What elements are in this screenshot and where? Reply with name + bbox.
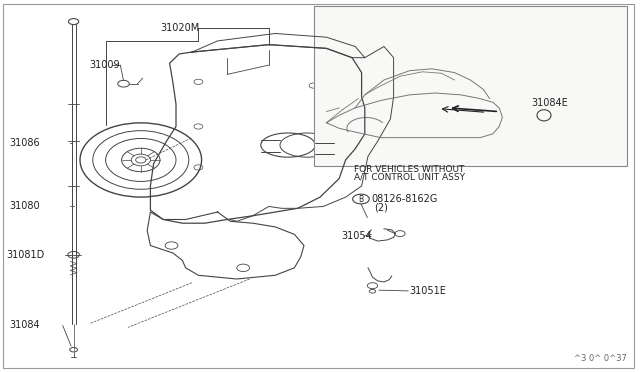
Text: 08126-8162G: 08126-8162G [371, 194, 438, 204]
Text: 31009: 31009 [90, 60, 120, 70]
Text: 31054: 31054 [341, 231, 372, 241]
Text: 31051E: 31051E [410, 286, 447, 296]
Text: A/T CONTROL UNIT ASSY: A/T CONTROL UNIT ASSY [354, 173, 465, 182]
Text: 31020M: 31020M [160, 23, 199, 33]
Text: 31084E: 31084E [531, 99, 568, 108]
Text: 31080: 31080 [9, 202, 40, 211]
Text: 31081D: 31081D [6, 250, 45, 260]
Text: FOR VEHICLES WITHOUT: FOR VEHICLES WITHOUT [355, 165, 465, 174]
Bar [314, 6, 627, 166]
Text: B: B [358, 195, 364, 203]
Text: 31086: 31086 [9, 138, 40, 148]
Text: (2): (2) [374, 202, 388, 212]
Text: ^3 0^ 0^37: ^3 0^ 0^37 [574, 355, 627, 363]
Text: 31084: 31084 [9, 321, 40, 330]
